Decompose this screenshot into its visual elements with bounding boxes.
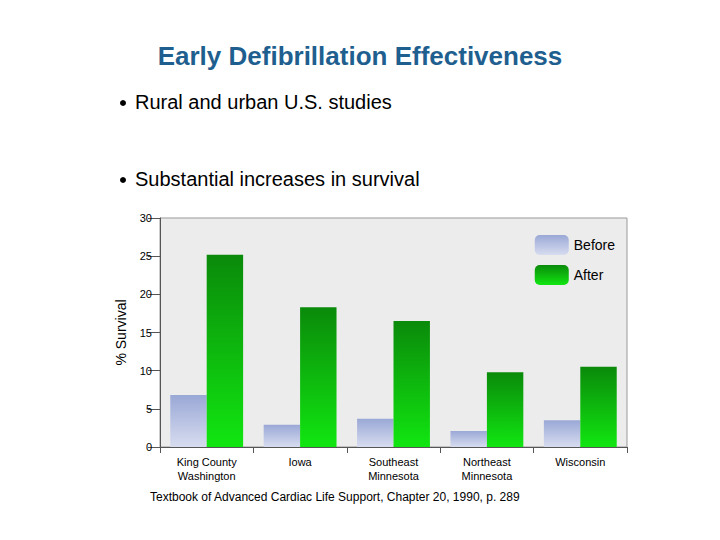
svg-text:15: 15	[140, 327, 152, 339]
svg-text:Early Defibrillation Effective: Early Defibrillation Effectiveness	[158, 41, 563, 71]
svg-text:King County: King County	[177, 456, 237, 468]
svg-text:Washington: Washington	[178, 470, 236, 482]
svg-text:Southeast: Southeast	[369, 456, 419, 468]
svg-text:Iowa: Iowa	[288, 456, 312, 468]
svg-text:5: 5	[146, 403, 152, 415]
svg-text:Northeast: Northeast	[463, 456, 511, 468]
svg-text:Minnesota: Minnesota	[462, 470, 514, 482]
svg-text:20: 20	[140, 288, 152, 300]
svg-text:Wisconsin: Wisconsin	[555, 456, 605, 468]
svg-text:0: 0	[146, 441, 152, 453]
svg-text:10: 10	[140, 365, 152, 377]
svg-text:Textbook of Advanced Cardiac L: Textbook of Advanced Cardiac Life Suppor…	[150, 490, 520, 504]
svg-text:30: 30	[140, 212, 152, 224]
svg-text:Rural and urban U.S. studies: Rural and urban U.S. studies	[135, 91, 392, 113]
svg-text:25: 25	[140, 250, 152, 262]
svg-text:% Survival: % Survival	[113, 299, 129, 365]
svg-text:Substantial increases in survi: Substantial increases in survival	[135, 168, 420, 190]
svg-text:After: After	[574, 267, 604, 283]
svg-text:Minnesota: Minnesota	[368, 470, 420, 482]
svg-text:Before: Before	[574, 237, 615, 253]
